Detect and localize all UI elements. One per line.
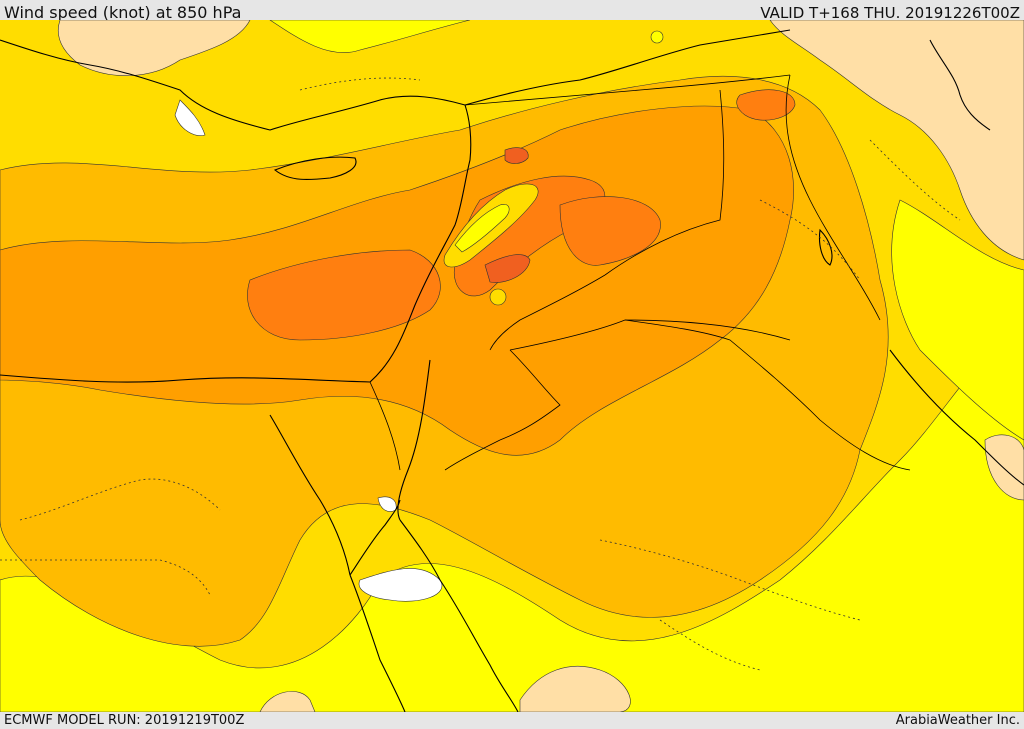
border-syria-iraq (604, 89, 725, 276)
credit-label: ArabiaWeather Inc. (895, 713, 1020, 728)
border-egypt-israel (369, 381, 401, 471)
admin-egypt-2 (0, 559, 211, 596)
field-very-strong-e (559, 196, 661, 266)
field-light-south (0, 319, 1024, 712)
field-low-nw (57, 20, 251, 76)
coast-red-sea-east (399, 519, 519, 712)
border-saudi-jordan-s (444, 439, 501, 471)
field-spot (489, 288, 507, 306)
coast-caspian (929, 39, 991, 131)
admin-saudi-2 (659, 619, 761, 671)
admin-saudi (599, 539, 861, 621)
border-jordan-west (499, 349, 561, 441)
border-syria-turkey (464, 74, 791, 106)
coastlines (0, 29, 1024, 712)
field-gale-2 (504, 147, 529, 164)
wind-speed-map[interactable] (0, 20, 1024, 712)
field-jet-core (454, 204, 510, 253)
model-run-label: ECMWF MODEL RUN: 20191219T00Z (4, 713, 245, 728)
field-very-strong-w (247, 249, 441, 341)
field-calm-3 (377, 496, 397, 512)
admin-boundaries (0, 77, 961, 671)
border-jordan-iraq (489, 274, 606, 351)
field-light-north (269, 20, 471, 53)
coast-sinai-west (269, 414, 351, 576)
admin-egypt (19, 478, 221, 521)
field-light-east (891, 199, 1024, 441)
coast-gulf-suez (349, 499, 401, 576)
field-calm-1 (174, 99, 206, 136)
coast-cyprus (273, 156, 357, 181)
country-borders (369, 74, 911, 471)
field-calm-2 (358, 568, 443, 602)
coast-turkey-e (464, 29, 791, 106)
coast-levant (0, 104, 472, 383)
field-low-ne (769, 20, 1024, 261)
border-jordan-saudi (509, 319, 911, 471)
border-saudi-iraq (624, 319, 791, 341)
admin-turkey (299, 77, 421, 91)
coast-lake (818, 228, 833, 266)
field-spot-n (650, 30, 664, 44)
coast-persian-gulf (889, 349, 1024, 486)
coast-red-sea-west (349, 574, 406, 712)
valid-time-label: VALID T+168 THU. 20191226T00Z (760, 4, 1020, 22)
header-bar: Wind speed (knot) at 850 hPa VALID T+168… (0, 0, 1024, 22)
coast-aqaba (397, 359, 431, 521)
field-gale-1 (484, 254, 531, 283)
field-very-strong-ne (736, 89, 796, 121)
map-title: Wind speed (knot) at 850 hPa (4, 3, 242, 22)
field-low-sw (259, 691, 316, 712)
field-low-se (519, 666, 631, 712)
border-iraq-iran (785, 74, 881, 321)
footer-bar: ECMWF MODEL RUN: 20191219T00Z ArabiaWeat… (0, 712, 1024, 729)
coast-turkey (0, 39, 466, 131)
